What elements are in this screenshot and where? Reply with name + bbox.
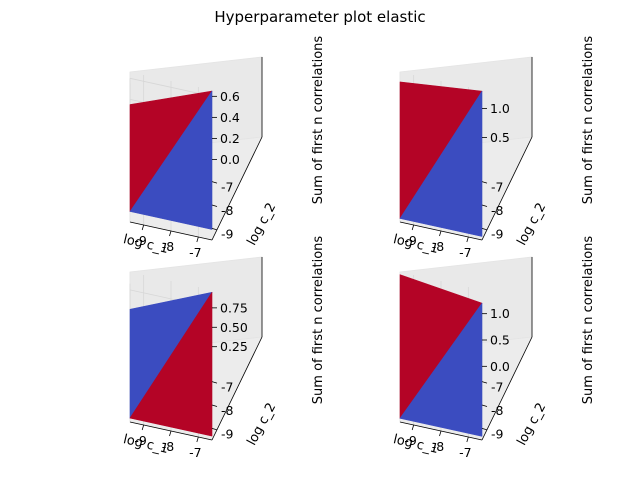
surface-panel-1: -9 -8 -7 -9 -8 -7 0.0 0.2 0.4 0.6 log c_1 log c_2 Su… <box>0 36 326 270</box>
y-tick-label: -7 <box>221 380 233 395</box>
x-tick-label: -7 <box>189 445 201 460</box>
y-tick <box>481 204 488 207</box>
x-tick <box>466 436 469 443</box>
y-tick-label: -7 <box>491 180 503 195</box>
y-tick-label: -8 <box>491 203 504 218</box>
y-tick <box>211 227 218 231</box>
y-tick <box>211 181 218 184</box>
z-tick-label: 0.4 <box>220 110 240 125</box>
z-axis-label: Sum of first n correlations <box>581 36 596 205</box>
y-tick-label: -9 <box>221 226 234 241</box>
y-axis-line <box>481 336 533 441</box>
z-tick-label: 0.75 <box>220 300 248 315</box>
x-tick-label: -8 <box>432 439 445 454</box>
x-tick-label: -7 <box>189 245 201 260</box>
z-tick-label: 0.6 <box>220 89 240 104</box>
x-tick <box>439 430 442 437</box>
x-tick-label: -8 <box>432 239 445 254</box>
surface-triangle-high <box>129 291 213 437</box>
y-tick <box>481 227 488 231</box>
x-tick <box>411 224 415 231</box>
z-axis-label: Sum of first n correlations <box>581 236 596 405</box>
x-tick <box>411 424 415 431</box>
surface-panel-4: -9 -8 -7 -9 -8 -7 0.0 0.5 1.0 log c_1 log c_2 Sum o… <box>270 236 596 470</box>
y-tick-label: -8 <box>221 403 234 418</box>
x-tick-label: -9 <box>404 233 417 248</box>
y-tick-label: -7 <box>221 180 233 195</box>
y-tick <box>481 404 488 407</box>
y-tick <box>211 404 218 407</box>
x-tick-label: -8 <box>162 239 175 254</box>
y-axis-label: log c_2 <box>515 401 550 449</box>
z-tick-label: 0.2 <box>220 131 240 146</box>
x-tick <box>169 430 172 437</box>
surface-triangle-low <box>129 90 213 230</box>
y-tick-label: -8 <box>221 203 234 218</box>
x-tick <box>439 230 442 237</box>
z-tick-label: 0.5 <box>490 333 510 348</box>
z-tick-label: 1.0 <box>490 306 510 321</box>
y-tick <box>211 381 218 384</box>
y-tick-label: -8 <box>491 403 504 418</box>
x-tick <box>196 236 199 243</box>
z-tick-label: 0.0 <box>220 152 240 167</box>
x-tick <box>141 424 145 431</box>
y-axis-line <box>481 136 533 241</box>
x-tick-label: -7 <box>459 245 471 260</box>
y-tick <box>481 427 488 431</box>
y-tick-label: -7 <box>491 380 503 395</box>
surface-triangle-low <box>399 90 483 237</box>
x-tick-label: -9 <box>134 433 147 448</box>
surface-panel-2: -9 -8 -7 -9 -8 -7 0.5 1.0 log c_1 log c_2 Sum of f… <box>270 36 596 270</box>
z-tick-label: 0.0 <box>490 359 510 374</box>
x-tick <box>466 236 469 243</box>
x-tick-label: -9 <box>134 233 147 248</box>
figure-title: Hyperparameter plot elastic <box>214 8 426 26</box>
y-tick-label: -9 <box>491 226 504 241</box>
z-tick-label: 1.0 <box>490 101 510 116</box>
z-tick-label: 0.50 <box>220 320 248 335</box>
y-tick <box>481 181 488 184</box>
x-tick-label: -7 <box>459 445 471 460</box>
y-axis-line <box>211 136 263 241</box>
x-tick-label: -9 <box>404 433 417 448</box>
y-tick <box>211 427 218 431</box>
y-tick <box>481 381 488 384</box>
x-tick-label: -8 <box>162 439 175 454</box>
z-tick-label: 0.25 <box>220 339 248 354</box>
y-tick-label: -9 <box>491 426 504 441</box>
x-tick <box>141 224 145 231</box>
z-tick-label: 0.5 <box>490 130 510 145</box>
x-tick <box>196 436 199 443</box>
surface-triangle-low <box>399 302 483 437</box>
y-tick-label: -9 <box>221 426 234 441</box>
z-axis-label: Sum of first n correlations <box>311 36 326 205</box>
x-tick <box>169 230 172 237</box>
y-axis-line <box>211 336 263 441</box>
y-tick <box>211 204 218 207</box>
surface-panel-3: -9 -8 -7 -9 -8 -7 0.25 0.50 0.75 log c_1 log c_2 Su… <box>0 236 326 470</box>
z-axis-label: Sum of first n correlations <box>311 236 326 405</box>
